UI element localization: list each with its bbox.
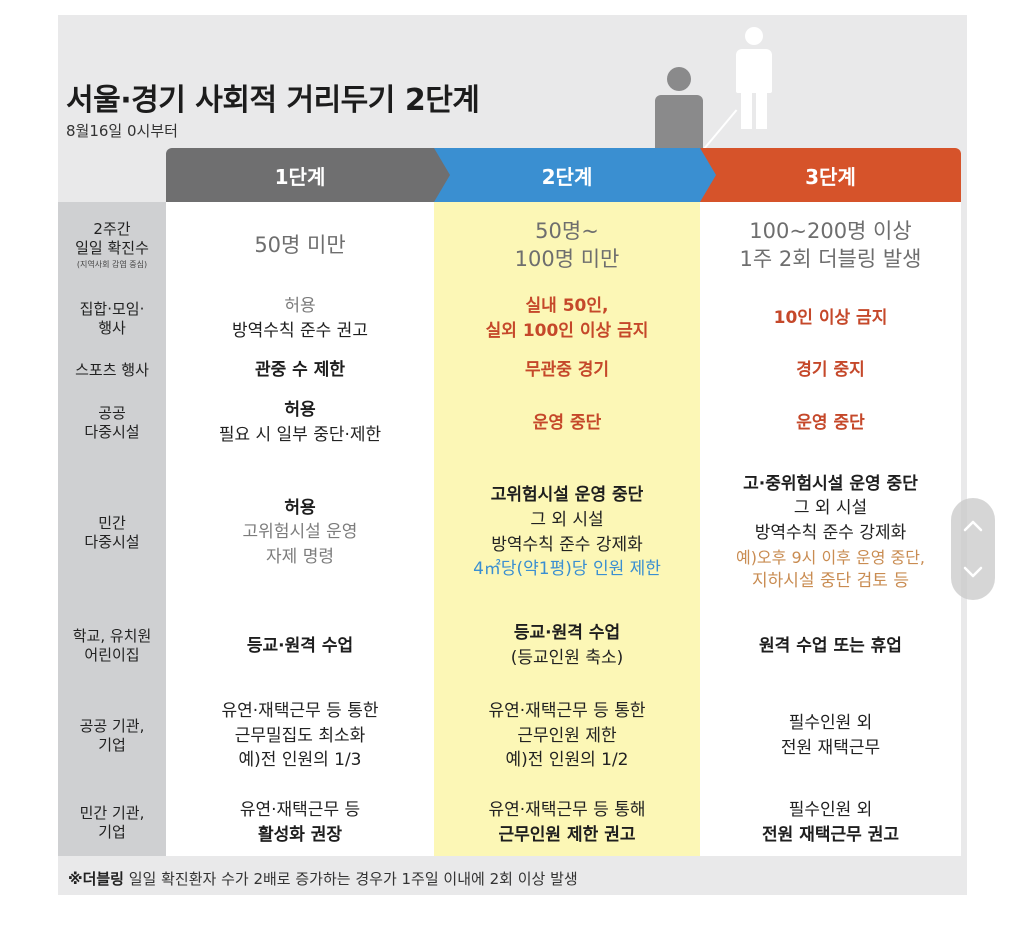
stage-2-cell: 운영 중단 xyxy=(434,391,700,455)
table-row: 스포츠 행사 관중 수 제한 무관중 경기 경기 중지 xyxy=(58,349,961,392)
page-subtitle: 8월16일 0시부터 xyxy=(66,122,178,140)
row-label: 민간 기관, 기업 xyxy=(58,790,166,856)
stage-2-cell: 무관중 경기 xyxy=(434,349,700,391)
row-label: 스포츠 행사 xyxy=(58,349,166,391)
stage-1-header: 1단계 xyxy=(166,148,434,202)
stage-1-cell: 유연·재택근무 등 활성화 권장 xyxy=(166,790,434,856)
infographic-card: 서울·경기 사회적 거리두기 2단계 8월16일 0시부터 1단계 2단계 3단… xyxy=(58,15,967,895)
stage-1-cell: 허용 방역수칙 준수 권고 xyxy=(166,288,434,349)
stage-1-arrow xyxy=(434,148,450,202)
row-label: 민간 다중시설 xyxy=(58,455,166,610)
white-person-icon xyxy=(734,27,774,129)
stage-2-header: 2단계 xyxy=(434,148,700,202)
stage-3-cell: 100~200명 이상 1주 2회 더블링 발생 xyxy=(700,202,961,288)
table-row: 2주간 일일 확진수 (지역사회 감염 중심) 50명 미만 50명~ 100명… xyxy=(58,202,961,289)
stage-3-cell: 원격 수업 또는 휴업 xyxy=(700,610,961,682)
stage-3-cell: 필수인원 외 전원 재택근무 xyxy=(700,682,961,790)
table-row: 학교, 유치원 어린이집 등교·원격 수업 등교·원격 수업 (등교인원 축소)… xyxy=(58,610,961,683)
row-label: 2주간 일일 확진수 (지역사회 감염 중심) xyxy=(58,202,166,288)
table-row: 민간 다중시설 허용 고위험시설 운영 자제 명령 고위험시설 운영 중단 그 … xyxy=(58,455,961,611)
stage-2-cell: 실내 50인, 실외 100인 이상 금지 xyxy=(434,288,700,349)
row-label: 공공 다중시설 xyxy=(58,391,166,455)
stage-3-cell: 10인 이상 금지 xyxy=(700,288,961,349)
stage-1-cell: 50명 미만 xyxy=(166,202,434,288)
stage-3-header: 3단계 xyxy=(700,148,961,202)
page-title: 서울·경기 사회적 거리두기 2단계 xyxy=(66,83,480,118)
footnote-mark: ※더블링 xyxy=(68,870,124,888)
row-label: 학교, 유치원 어린이집 xyxy=(58,610,166,682)
stage-1-cell: 유연·재택근무 등 통한 근무밀집도 최소화 예)전 인원의 1/3 xyxy=(166,682,434,790)
stage-1-cell: 등교·원격 수업 xyxy=(166,610,434,682)
stage-2-cell: 유연·재택근무 등 통한 근무인원 제한 예)전 인원의 1/2 xyxy=(434,682,700,790)
stage-1-cell: 허용 필요 시 일부 중단·제한 xyxy=(166,391,434,455)
row-label: 집합·모임· 행사 xyxy=(58,288,166,349)
footnote-text: 일일 확진환자 수가 2배로 증가하는 경우가 1주일 이내에 2회 이상 발생 xyxy=(123,870,578,888)
chevron-down-icon xyxy=(963,566,983,578)
table-row: 공공 다중시설 허용 필요 시 일부 중단·제한 운영 중단 운영 중단 xyxy=(58,391,961,456)
stage-3-cell: 고·중위험시설 운영 중단 그 외 시설 방역수칙 준수 강제화 예)오후 9시… xyxy=(700,455,961,610)
stage-3-cell: 필수인원 외 전원 재택근무 권고 xyxy=(700,790,961,856)
stage-1-cell: 관중 수 제한 xyxy=(166,349,434,391)
stage-2-cell: 50명~ 100명 미만 xyxy=(434,202,700,288)
scroll-up-button[interactable] xyxy=(951,504,995,548)
stage-2-cell: 고위험시설 운영 중단 그 외 시설 방역수칙 준수 강제화 4㎡당(약1평)당… xyxy=(434,455,700,610)
table-row: 집합·모임· 행사 허용 방역수칙 준수 권고 실내 50인, 실외 100인 … xyxy=(58,288,961,350)
chevron-up-icon xyxy=(963,520,983,532)
stage-1-cell: 허용 고위험시설 운영 자제 명령 xyxy=(166,455,434,610)
footnote: ※더블링 일일 확진환자 수가 2배로 증가하는 경우가 1주일 이내에 2회 … xyxy=(68,868,578,889)
stage-2-arrow xyxy=(700,148,716,202)
scroll-control xyxy=(951,498,995,600)
stage-3-cell: 경기 중지 xyxy=(700,349,961,391)
stage-2-cell: 등교·원격 수업 (등교인원 축소) xyxy=(434,610,700,682)
stage-2-cell: 유연·재택근무 등 통해 근무인원 제한 권고 xyxy=(434,790,700,856)
table-row: 민간 기관, 기업 유연·재택근무 등 활성화 권장 유연·재택근무 등 통해 … xyxy=(58,790,961,856)
table-row: 공공 기관, 기업 유연·재택근무 등 통한 근무밀집도 최소화 예)전 인원의… xyxy=(58,682,961,791)
row-label: 공공 기관, 기업 xyxy=(58,682,166,790)
stage-3-cell: 운영 중단 xyxy=(700,391,961,455)
scroll-down-button[interactable] xyxy=(951,550,995,594)
